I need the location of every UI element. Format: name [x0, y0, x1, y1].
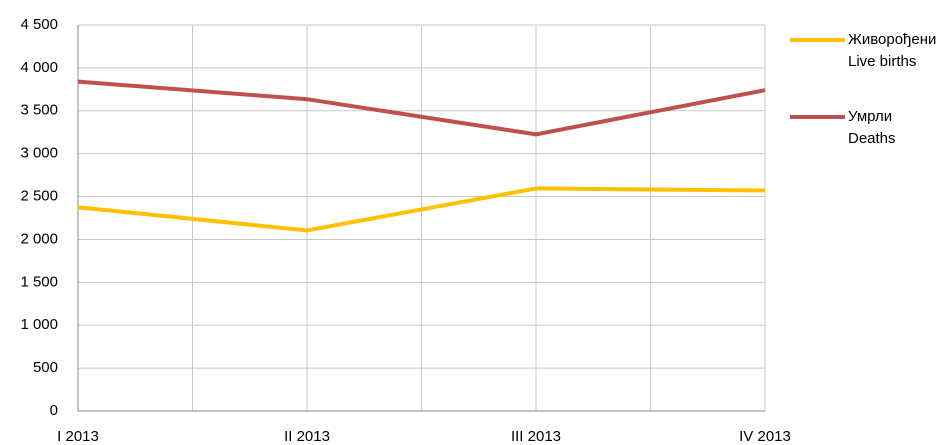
y-tick-label: 2 000: [20, 230, 58, 247]
series-line: [77, 186, 766, 233]
x-tick-label: IV 2013: [739, 428, 791, 445]
y-tick-label: 3 500: [20, 102, 58, 119]
legend-label-en: Deaths: [848, 130, 896, 147]
series-line: [77, 79, 766, 137]
y-tick-label: 3 000: [20, 145, 58, 162]
y-tick-label: 4 000: [20, 59, 58, 76]
y-tick-label: 500: [33, 359, 58, 376]
legend-label: Умрли: [848, 108, 892, 125]
legend-label-en: Live births: [848, 53, 916, 70]
y-tick-label: 4 500: [20, 16, 58, 33]
y-tick-label: 2 500: [20, 188, 58, 205]
y-tick-label: 1 500: [20, 273, 58, 290]
y-tick-label: 1 000: [20, 316, 58, 333]
legend-label: Живорођени: [848, 31, 936, 48]
x-tick-label: III 2013: [511, 428, 561, 445]
x-tick-label: II 2013: [284, 428, 330, 445]
y-tick-label: 0: [50, 402, 58, 419]
x-tick-label: I 2013: [57, 428, 99, 445]
